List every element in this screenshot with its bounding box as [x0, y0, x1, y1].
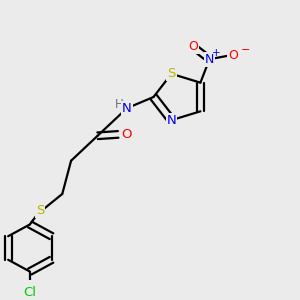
Text: O: O — [228, 49, 238, 62]
Text: S: S — [167, 67, 176, 80]
Text: H: H — [115, 98, 124, 111]
Text: Cl: Cl — [23, 286, 36, 299]
Text: O: O — [188, 40, 198, 53]
Text: N: N — [167, 114, 176, 127]
Text: +: + — [212, 48, 220, 58]
Text: N: N — [205, 53, 214, 66]
Text: O: O — [121, 128, 132, 141]
Text: N: N — [122, 102, 132, 115]
Text: S: S — [36, 204, 44, 217]
Text: −: − — [241, 45, 250, 55]
